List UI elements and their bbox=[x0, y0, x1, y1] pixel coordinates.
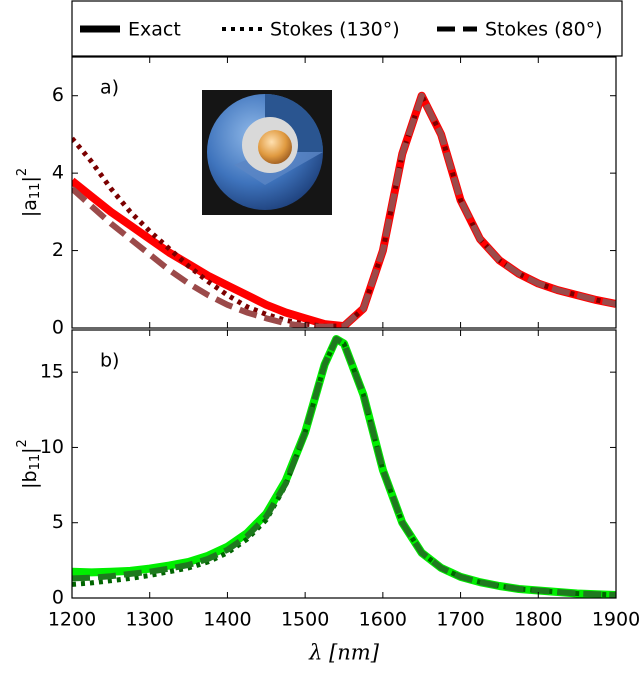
y-label-part: | bbox=[19, 176, 41, 182]
y-label-part: 11 bbox=[28, 183, 43, 200]
y-label-part: |b bbox=[19, 470, 41, 488]
x-tick-label: 1600 bbox=[359, 609, 407, 631]
y-label-part: 2 bbox=[15, 439, 30, 447]
x-tick-label: 1800 bbox=[514, 609, 562, 631]
y-label-part: 11 bbox=[28, 454, 43, 471]
legend-label: Stokes (80°) bbox=[485, 19, 603, 41]
series-line bbox=[72, 336, 616, 598]
y-tick-label: 4 bbox=[52, 162, 64, 184]
y-tick-label: 5 bbox=[52, 511, 64, 533]
x-tick-label: 1900 bbox=[592, 609, 640, 631]
legend-box bbox=[71, 0, 623, 57]
y-tick-label: 6 bbox=[52, 84, 64, 106]
y-tick-label: 0 bbox=[52, 317, 64, 339]
y-label-part: |a bbox=[19, 199, 41, 217]
plot-frame bbox=[71, 56, 617, 329]
legend-label: Exact bbox=[128, 19, 181, 41]
x-tick-label: 1200 bbox=[48, 609, 96, 631]
series-line bbox=[72, 336, 616, 598]
series-line bbox=[72, 91, 616, 328]
x-tick-label: 1400 bbox=[203, 609, 251, 631]
legend-label: Stokes (130°) bbox=[270, 19, 400, 41]
x-tick-label: 1500 bbox=[281, 609, 329, 631]
x-tick-label: 1300 bbox=[126, 609, 174, 631]
series-line bbox=[72, 335, 616, 598]
y-tick-label: 0 bbox=[52, 587, 64, 609]
inset-image bbox=[202, 90, 332, 215]
x-axis-title: λ [nm] bbox=[308, 641, 380, 665]
series-line bbox=[72, 93, 616, 328]
y-axis-title: |b11|2 bbox=[15, 439, 43, 489]
y-tick-label: 10 bbox=[40, 436, 64, 458]
y-label-part: 2 bbox=[15, 168, 30, 176]
series-line bbox=[72, 92, 616, 328]
y-tick-label: 2 bbox=[52, 239, 64, 261]
x-tick-label: 1700 bbox=[436, 609, 484, 631]
panel-label: b) bbox=[100, 350, 119, 372]
panel-label: a) bbox=[100, 77, 119, 99]
y-axis-title: |a11|2 bbox=[15, 168, 43, 217]
plot-frame bbox=[71, 329, 617, 599]
y-tick-label: 15 bbox=[40, 361, 64, 383]
y-label-part: | bbox=[19, 447, 41, 453]
